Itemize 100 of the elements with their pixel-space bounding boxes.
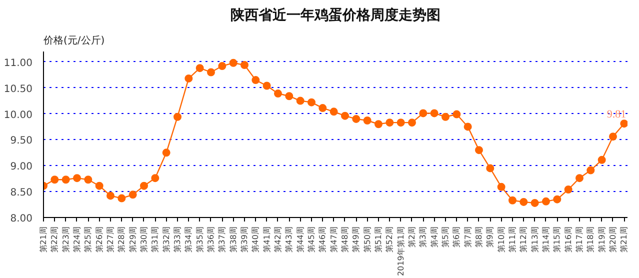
- point: [118, 194, 126, 202]
- x-tick-label: 2019年第1周: [396, 226, 406, 276]
- point: [430, 109, 438, 118]
- x-tick-label: 第50周: [362, 226, 372, 253]
- x-tick-label: 第30周: [139, 226, 148, 253]
- x-tick-label: 第33周: [172, 226, 182, 253]
- x-tick-label: 第20周: [608, 226, 618, 253]
- x-tick-label: 第11周: [508, 226, 517, 253]
- point: [452, 110, 461, 118]
- point: [352, 114, 360, 123]
- point: [386, 118, 394, 127]
- point: [106, 192, 114, 200]
- x-tick-label: 第5周: [440, 226, 450, 248]
- x-tick-label: 第16周: [564, 226, 573, 253]
- point: [419, 109, 428, 118]
- x-tick-label: 第41周: [262, 226, 272, 253]
- y-tick-label: 10.50: [4, 84, 33, 95]
- point: [497, 182, 506, 191]
- x-tick-label: 第46周: [318, 226, 328, 253]
- x-tick-label: 第47周: [329, 226, 338, 253]
- x-tick-label: 第49周: [352, 226, 361, 253]
- point: [95, 182, 104, 190]
- point: [274, 90, 282, 98]
- x-tick-label: 第40周: [251, 226, 260, 253]
- point: [162, 148, 170, 157]
- x-tick-label: 第32周: [162, 226, 171, 253]
- x-tick-label: 第22周: [50, 226, 60, 253]
- point: [240, 60, 248, 69]
- point: [553, 195, 562, 204]
- x-tick-label: 第42周: [273, 226, 282, 253]
- x-tick-label: 第36周: [206, 226, 216, 253]
- x-tick-label: 第24周: [72, 226, 82, 253]
- point: [62, 176, 70, 184]
- point: [363, 116, 372, 124]
- y-tick-label: 9.50: [10, 136, 32, 147]
- x-tick-label: 第4周: [430, 226, 439, 248]
- x-tick-label: 第19周: [597, 226, 606, 253]
- point: [184, 74, 193, 82]
- point: [530, 198, 539, 207]
- x-tick-label: 第9周: [486, 226, 495, 248]
- point: [408, 118, 416, 127]
- point: [262, 82, 271, 90]
- point: [608, 132, 617, 141]
- point: [620, 120, 628, 128]
- x-tick-label: 第39周: [240, 226, 249, 253]
- point: [520, 198, 528, 206]
- x-tick-label: 第10周: [496, 226, 506, 253]
- point: [441, 112, 450, 121]
- y-tick-label: 10.00: [4, 110, 33, 121]
- x-tick-label: 第3周: [418, 226, 428, 248]
- x-tick-label: 第45周: [306, 226, 316, 253]
- point: [296, 96, 304, 105]
- point: [73, 174, 81, 182]
- point: [486, 164, 494, 172]
- x-tick-label: 第12周: [519, 226, 528, 253]
- point: [84, 176, 92, 184]
- x-tick-label: 第2周: [407, 226, 416, 248]
- x-tick-label: 第48周: [340, 226, 350, 253]
- x-tick-label: 第52周: [385, 226, 394, 253]
- x-tick-label: 第51周: [374, 226, 383, 253]
- x-tick-label: 第43周: [284, 226, 294, 253]
- point: [218, 62, 226, 70]
- x-tick-label: 第15周: [552, 226, 562, 253]
- x-tick-label: 第21周: [39, 226, 48, 253]
- x-tick-label: 第38周: [228, 226, 238, 253]
- point: [307, 98, 316, 106]
- point: [575, 174, 584, 182]
- point: [374, 120, 382, 128]
- y-axis-title: 价格(元/公斤): [42, 34, 105, 46]
- x-tick-label: 第28周: [117, 226, 126, 253]
- x-tick-label: 第21周: [620, 226, 629, 253]
- x-tick-label: 第27周: [106, 226, 115, 253]
- x-tick-label: 第34周: [184, 226, 194, 253]
- point: [464, 122, 472, 131]
- point: [285, 92, 294, 100]
- x-tick-label: 第23周: [61, 226, 70, 253]
- point: [586, 166, 595, 174]
- point: [151, 174, 160, 182]
- data-label: 9.81: [606, 108, 626, 121]
- point: [508, 196, 516, 204]
- x-tick-label: 第14周: [541, 226, 550, 253]
- x-tick-label: 第6周: [452, 226, 462, 248]
- point: [229, 58, 238, 67]
- x-tick-label: 第31周: [150, 226, 160, 253]
- point: [330, 108, 338, 116]
- x-tick-label: 第35周: [195, 226, 204, 253]
- x-tick-label: 第37周: [218, 226, 227, 253]
- x-tick-label: 第17周: [574, 226, 584, 253]
- x-tick-label: 第8周: [474, 226, 484, 248]
- x-tick-label: 第7周: [463, 226, 472, 248]
- point: [396, 118, 405, 127]
- point: [252, 76, 260, 84]
- chart-title: 陕西省近一年鸡蛋价格周度走势图: [230, 6, 440, 24]
- point: [206, 68, 215, 76]
- point: [128, 190, 137, 199]
- point: [173, 112, 182, 121]
- point: [564, 185, 572, 194]
- x-tick-label: 第25周: [84, 226, 93, 253]
- y-tick-label: 8.00: [10, 214, 32, 224]
- point: [318, 104, 327, 112]
